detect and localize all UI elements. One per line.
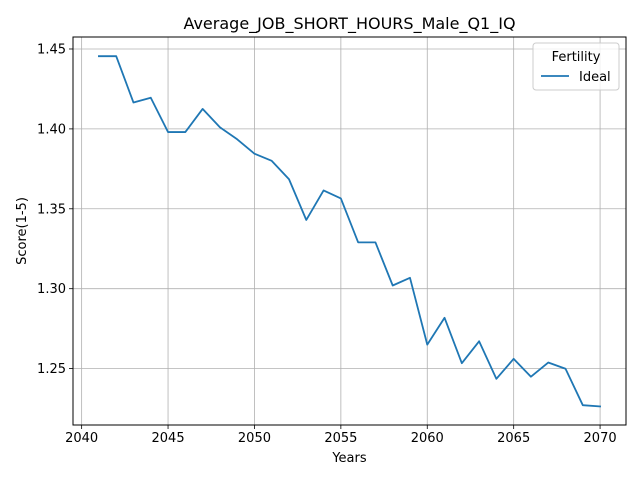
x-tick-label: 2070 <box>584 431 617 446</box>
x-tick-label: 2065 <box>497 431 530 446</box>
x-axis: 2040 2045 2050 2055 2060 2065 2070 <box>65 425 617 446</box>
legend-box <box>532 42 620 91</box>
x-tick-label: 2050 <box>238 431 271 446</box>
series-line-ideal <box>98 55 602 408</box>
y-tick-label: 1.25 <box>37 362 66 377</box>
legend-title: Fertility <box>552 50 601 65</box>
legend-label-ideal: Ideal <box>579 70 611 85</box>
x-axis-label: Years <box>331 451 367 466</box>
x-tick-label: 2055 <box>324 431 357 446</box>
y-tick-label: 1.30 <box>37 282 66 297</box>
series-layer <box>98 55 602 408</box>
y-tick-label: 1.40 <box>37 122 66 137</box>
x-tick-label: 2045 <box>152 431 185 446</box>
y-tick-label: 1.35 <box>37 202 66 217</box>
x-tick-label: 2040 <box>65 431 98 446</box>
legend: Fertility Ideal <box>532 42 620 91</box>
chart-title: Average_JOB_SHORT_HOURS_Male_Q1_IQ <box>183 14 515 34</box>
y-axis: 1.25 1.30 1.35 1.40 1.45 <box>37 42 73 377</box>
y-tick-label: 1.45 <box>37 42 66 57</box>
y-axis-label: Score(1-5) <box>15 197 30 265</box>
plot-frame <box>72 36 627 426</box>
x-tick-label: 2060 <box>411 431 444 446</box>
grid <box>73 37 626 425</box>
